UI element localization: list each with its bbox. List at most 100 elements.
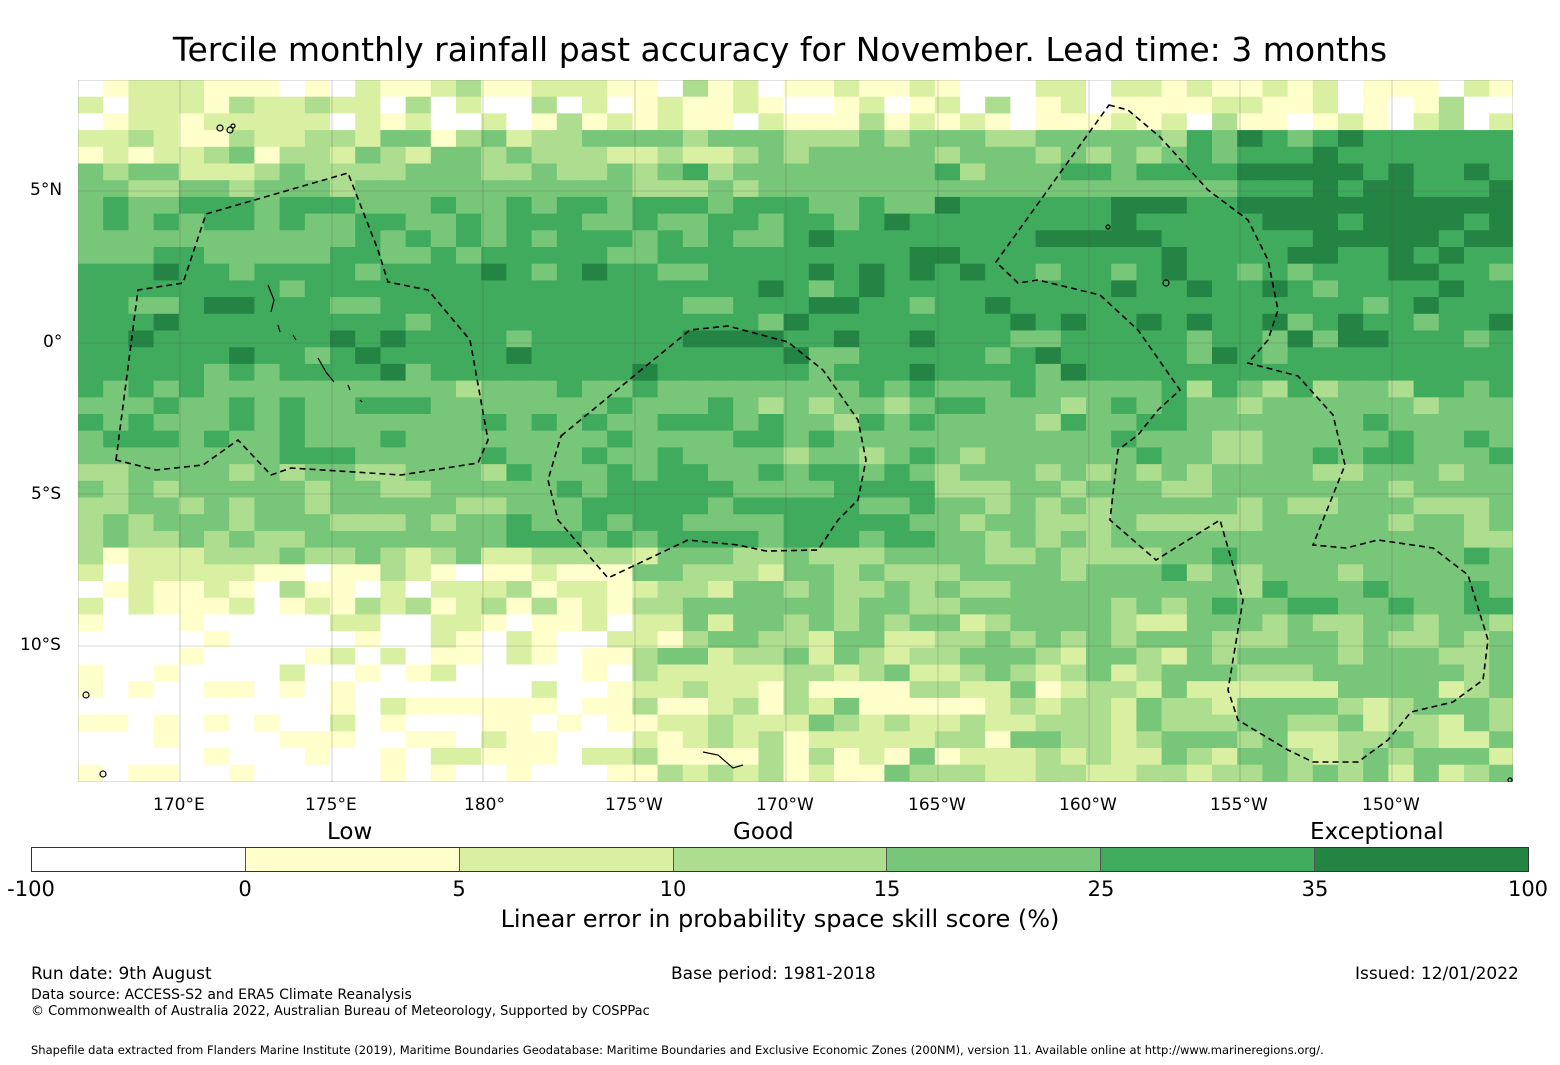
grid-cell [1312, 764, 1339, 782]
grid-cell [1489, 280, 1513, 298]
grid-cell [1237, 447, 1263, 465]
grid-cell [1312, 614, 1339, 632]
grid-cell [1086, 564, 1112, 582]
grid-cell [279, 497, 306, 515]
grid-cell [1287, 731, 1314, 749]
grid-cell [405, 330, 432, 348]
grid-cell [884, 230, 911, 248]
grid-cell [556, 146, 583, 165]
grid-cell [1237, 631, 1263, 649]
grid-cell [783, 146, 810, 165]
grid-cell [1338, 380, 1364, 398]
grid-cell [607, 647, 633, 666]
grid-cell [1035, 731, 1062, 749]
grid-cell [1086, 597, 1112, 615]
grid-cell [1136, 514, 1163, 532]
grid-cell [330, 180, 356, 198]
grid-cell [430, 464, 457, 482]
grid-cell [229, 681, 255, 699]
grid-cell [859, 113, 885, 131]
grid-cell [884, 347, 911, 365]
grid-cell [481, 180, 507, 198]
grid-cell [430, 664, 457, 682]
grid-cell [1464, 664, 1490, 682]
grid-cell [657, 230, 684, 248]
grid-cell [556, 464, 583, 482]
grid-cell [355, 180, 381, 198]
grid-cell [204, 597, 230, 615]
grid-cell [783, 447, 810, 465]
grid-cell [204, 363, 230, 382]
grid-cell [733, 80, 759, 98]
grid-cell [1489, 347, 1513, 365]
grid-cell [330, 414, 356, 432]
grid-cell [808, 363, 835, 382]
grid-cell [884, 414, 911, 432]
grid-cell [1312, 113, 1339, 131]
grid-cell [1086, 347, 1112, 365]
grid-cell [783, 530, 810, 549]
grid-cell [1161, 647, 1188, 666]
grid-cell [985, 731, 1011, 749]
grid-cell [78, 430, 104, 448]
grid-cell [884, 196, 911, 215]
grid-cell [1464, 581, 1490, 599]
grid-cell [985, 130, 1011, 148]
grid-cell [304, 230, 331, 248]
grid-cell [682, 581, 709, 599]
grid-cell [1338, 514, 1364, 532]
grid-cell [657, 213, 684, 231]
grid-cell [758, 781, 785, 782]
grid-cell [1086, 514, 1112, 532]
grid-cell [229, 263, 255, 281]
grid-cell [78, 497, 104, 515]
grid-cell [254, 113, 281, 131]
grid-cell [1060, 597, 1087, 615]
grid-cell [1489, 313, 1513, 332]
grid-cell [78, 764, 104, 782]
grid-cell [657, 347, 684, 365]
grid-cell [708, 681, 734, 699]
grid-cell [960, 146, 986, 165]
grid-cell [808, 96, 835, 114]
grid-cell [279, 397, 306, 415]
grid-cell [380, 80, 407, 98]
grid-cell [1464, 781, 1490, 782]
grid-cell [834, 748, 860, 766]
grid-cell [1237, 480, 1263, 499]
grid-cell [506, 146, 533, 165]
grid-cell [783, 96, 810, 114]
grid-cell [128, 230, 155, 248]
grid-cell [355, 163, 381, 181]
grid-cell [204, 564, 230, 582]
grid-cell [304, 497, 331, 515]
grid-cell [1438, 664, 1465, 682]
grid-cell [1287, 764, 1314, 782]
grid-cell [1262, 180, 1289, 198]
grid-cell [1413, 213, 1440, 231]
grid-cell [1086, 447, 1112, 465]
grid-cell [1338, 464, 1364, 482]
grid-cell [204, 530, 230, 549]
eez-boundary-tuvalu-kiribati-west [115, 172, 489, 476]
grid-cell [556, 597, 583, 615]
grid-cell [1111, 280, 1137, 298]
grid-cell [909, 764, 936, 782]
grid-cell [1489, 647, 1513, 666]
grid-cell [708, 263, 734, 281]
grid-cell [1086, 530, 1112, 549]
grid-cell [1111, 363, 1137, 382]
grid-cell [304, 297, 331, 315]
grid-cell [985, 480, 1011, 499]
grid-cell [1388, 597, 1415, 615]
grid-cell [1413, 96, 1440, 114]
grid-cell [909, 247, 936, 265]
grid-cell [279, 614, 306, 632]
category-exceptional: Exceptional [1310, 819, 1444, 845]
grid-cell [1086, 330, 1112, 348]
grid-cell [355, 664, 381, 682]
grid-cell [1186, 196, 1213, 215]
grid-cell [1212, 664, 1238, 682]
grid-cell [279, 464, 306, 482]
grid-cell [1010, 581, 1037, 599]
